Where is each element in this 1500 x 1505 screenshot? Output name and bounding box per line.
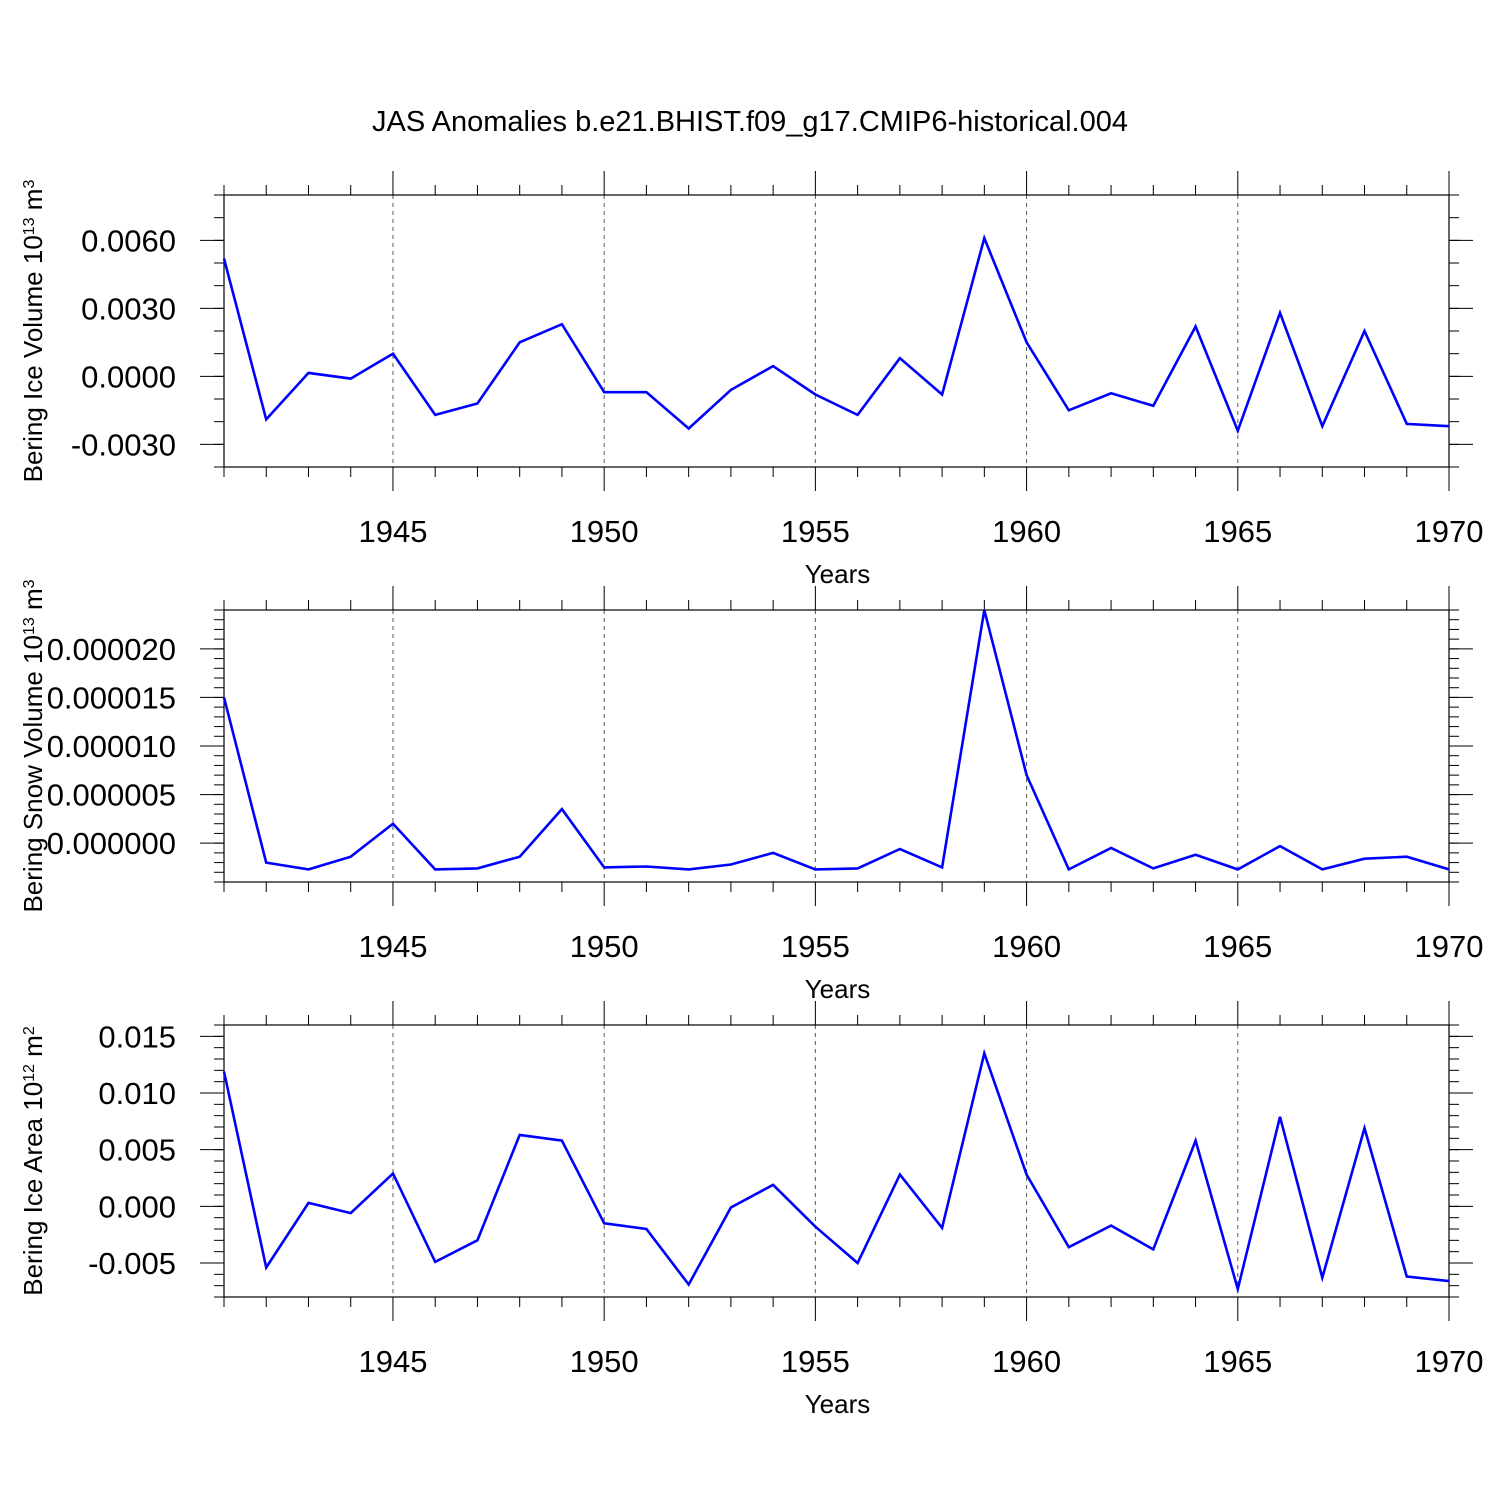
x-tick-label: 1945 [358, 514, 427, 549]
y-tick-label: -0.005 [88, 1246, 176, 1281]
y-tick-label: 0.0000 [81, 359, 176, 394]
x-axis-title: Years [805, 559, 871, 589]
x-tick-label: 1950 [570, 1344, 639, 1379]
x-tick-label: 1950 [570, 514, 639, 549]
y-tick-label: 0.0030 [81, 291, 176, 326]
y-tick-label: 0.000 [98, 1189, 176, 1224]
y-tick-label: 0.000000 [47, 826, 176, 861]
chart-title: JAS Anomalies b.e21.BHIST.f09_g17.CMIP6-… [372, 106, 1128, 138]
y-tick-label: 0.005 [98, 1133, 176, 1168]
x-tick-label: 1955 [781, 1344, 850, 1379]
x-axis-title: Years [805, 974, 871, 1004]
y-axis-title: Bering Ice Area 1012 m2 [18, 1026, 48, 1296]
x-tick-label: 1950 [570, 929, 639, 964]
x-tick-label: 1965 [1203, 929, 1272, 964]
y-tick-label: 0.000015 [47, 680, 176, 715]
x-tick-label: 1955 [781, 929, 850, 964]
series-line [222, 609, 1450, 872]
x-tick-label: 1945 [358, 1344, 427, 1379]
plot-frame [223, 1024, 1450, 1298]
y-tick-label: 0.010 [98, 1076, 176, 1111]
x-tick-label: 1970 [1415, 929, 1484, 964]
y-tick-label: 0.000020 [47, 632, 176, 667]
x-tick-label: 1960 [992, 514, 1061, 549]
plot-frame [223, 609, 1450, 883]
x-tick-label: 1955 [781, 514, 850, 549]
x-tick-label: 1970 [1415, 514, 1484, 549]
x-tick-label: 1970 [1415, 1344, 1484, 1379]
x-tick-label: 1960 [992, 929, 1061, 964]
panel-1: -0.0030 0.0000 0.0030 0.0060 1945 1950 1955 196… [18, 171, 1483, 589]
y-axis-title: Bering Snow Volume 1013 m3 [18, 579, 48, 912]
x-tick-label: 1965 [1203, 514, 1272, 549]
y-tick-label: 0.0060 [81, 223, 176, 258]
x-tick-label: 1960 [992, 1344, 1061, 1379]
panel-2: 0.000000 0.000005 0.000010 0.000015 0.000020… [18, 579, 1483, 1004]
y-axis-title: Bering Ice Volume 1013 m3 [18, 180, 48, 483]
x-axis-title: Years [805, 1389, 871, 1419]
y-tick-label: 0.000010 [47, 729, 176, 764]
x-tick-label: 1945 [358, 929, 427, 964]
panel-3: -0.005 0.000 0.005 0.010 0.015 1945 1950 1955 19… [18, 1001, 1483, 1419]
x-tick-label: 1965 [1203, 1344, 1272, 1379]
y-tick-label: 0.015 [98, 1019, 176, 1054]
plot-frame [223, 194, 1450, 468]
series-line [222, 1048, 1450, 1295]
series-line [222, 234, 1450, 435]
y-tick-label: -0.0030 [71, 427, 176, 462]
y-tick-label: 0.000005 [47, 778, 176, 813]
